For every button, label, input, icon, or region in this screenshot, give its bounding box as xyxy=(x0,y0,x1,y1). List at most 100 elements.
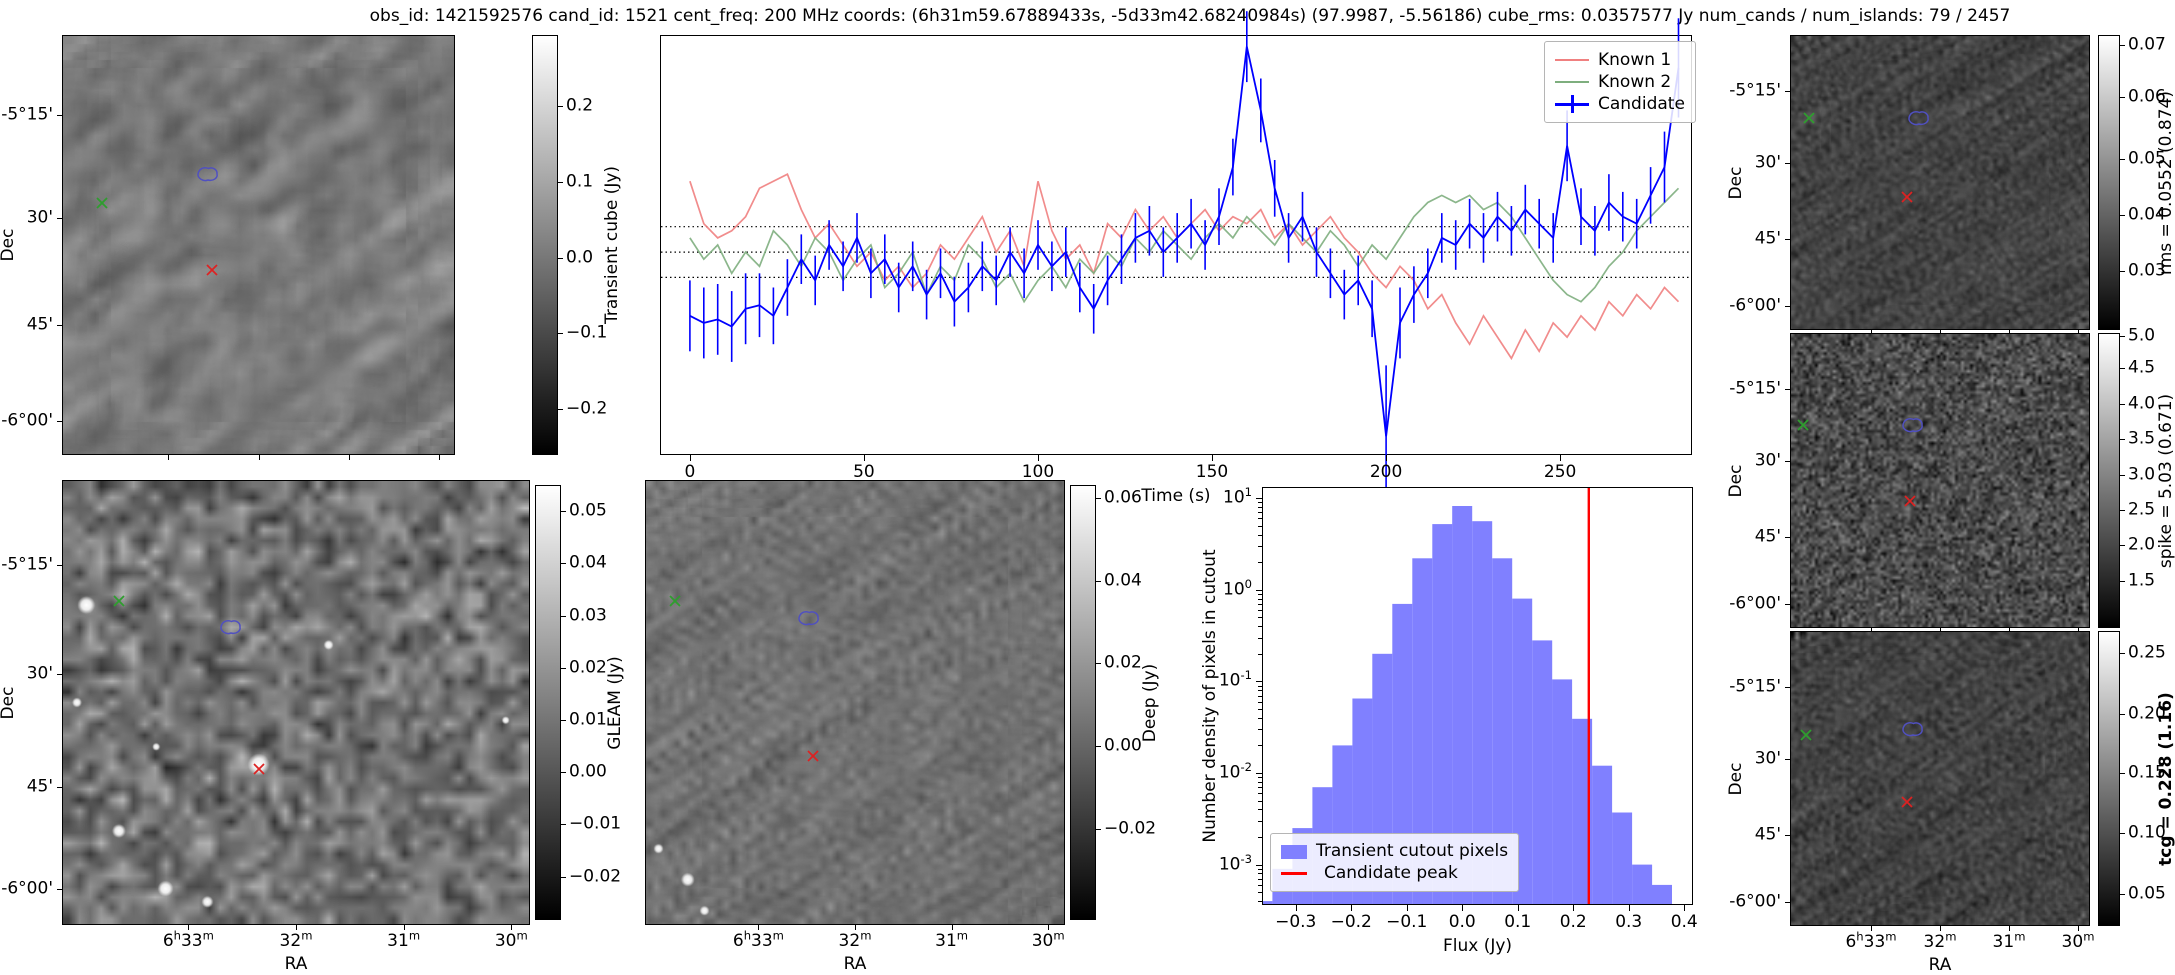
colorbar-tick-label: 1.5 xyxy=(2128,570,2156,591)
dec-tick-label: -5°15' xyxy=(1,554,53,575)
dec-tick-mark xyxy=(1785,759,1790,761)
colorbar-tick-mark xyxy=(2120,439,2125,441)
transient-colorbar-label: Transient cube (Jy) xyxy=(602,165,622,325)
ra-tick-mark xyxy=(1940,926,1941,931)
ra-axis-label: RA xyxy=(843,954,867,974)
colorbar-tick-label: 0.15 xyxy=(2128,762,2166,783)
red-x-marker xyxy=(205,264,218,276)
red-x-marker xyxy=(1904,495,1916,507)
dec-tick-mark xyxy=(1785,834,1790,836)
known2-line-sample xyxy=(1555,81,1589,83)
time-axis-label: Time (s) xyxy=(1141,486,1211,506)
dec-tick-label: 45' xyxy=(26,314,53,335)
colorbar-tick-mark xyxy=(2120,893,2125,895)
colorbar-tick-mark xyxy=(1096,828,1101,830)
density-minor-tick-mark xyxy=(1258,525,1262,527)
dec-tick-label: 30' xyxy=(1754,450,1781,471)
colorbar-tick-label: 0.02 xyxy=(1104,652,1142,673)
ra-tick-mark xyxy=(296,925,297,930)
dec-tick-label: -5°15' xyxy=(1,104,53,125)
dec-tick-label: -5°15' xyxy=(1729,676,1781,697)
density-minor-tick-mark xyxy=(1258,745,1262,747)
colorbar-tick-mark xyxy=(561,511,566,513)
ra-tick-label: 32m xyxy=(1923,929,1957,952)
colorbar-tick-label: 0.04 xyxy=(2128,204,2166,225)
gleam-cutout-panel xyxy=(62,480,530,925)
dec-tick-mark xyxy=(57,217,62,219)
colorbar-tick-mark xyxy=(2120,45,2125,47)
dec-tick-label: 30' xyxy=(26,663,53,684)
colorbar-tick-mark xyxy=(2120,653,2125,655)
density-minor-tick-mark xyxy=(1258,695,1262,697)
lightcurve-panel xyxy=(660,11,1692,508)
deep-cutout-panel xyxy=(645,480,1065,925)
ra-tick-mark xyxy=(2009,926,2010,931)
time-tick-mark xyxy=(1212,455,1214,461)
colorbar-tick-mark xyxy=(2120,474,2125,476)
colorbar-tick-mark xyxy=(561,667,566,669)
ra-tick-mark xyxy=(1871,330,1872,335)
ra-tick-mark xyxy=(2078,926,2079,931)
time-tick-mark xyxy=(1560,455,1562,461)
ra-tick-mark xyxy=(2009,330,2010,335)
hist-bar-sample xyxy=(1281,844,1307,859)
density-minor-tick-mark xyxy=(1258,820,1262,822)
colorbar-tick-label: 0.05 xyxy=(2128,148,2166,169)
ra-tick-mark xyxy=(168,455,170,460)
colorbar-tick-label: 0.25 xyxy=(2128,642,2166,663)
dec-axis-label: Dec xyxy=(1726,762,1746,795)
colorbar-tick-mark xyxy=(2120,271,2125,272)
dec-tick-label: 45' xyxy=(1754,824,1781,845)
density-tick-label: 10-1 xyxy=(1218,668,1252,691)
colorbar-tick-label: 0.07 xyxy=(2128,34,2166,55)
dec-axis-label: Dec xyxy=(0,686,18,719)
density-minor-tick-mark xyxy=(1258,878,1262,880)
time-tick-label: 250 xyxy=(1543,462,1577,482)
colorbar-tick-mark xyxy=(1096,580,1101,582)
rms-colorbar xyxy=(2098,35,2120,330)
candidate-contour-marker xyxy=(219,620,241,635)
density-minor-tick-mark xyxy=(1258,892,1262,894)
deep-cutout-image xyxy=(646,481,1064,924)
candidate-contour-marker xyxy=(798,611,819,626)
green-x-marker xyxy=(1797,419,1809,431)
lightcurve-plot xyxy=(661,11,1691,508)
transient-cutout-image xyxy=(63,36,454,454)
dec-tick-mark xyxy=(57,421,62,423)
colorbar-tick-mark xyxy=(2120,833,2125,835)
colorbar-tick-mark xyxy=(2120,772,2125,774)
density-minor-tick-mark xyxy=(1258,701,1262,703)
colorbar-tick-label: 4.0 xyxy=(2128,393,2156,414)
dec-tick-label: -6°00' xyxy=(1729,593,1781,614)
flux-tick-label: 0.4 xyxy=(1670,912,1698,932)
red-x-marker xyxy=(1901,191,1913,203)
colorbar-tick-label: 0.04 xyxy=(569,552,607,573)
density-minor-tick-mark xyxy=(1258,787,1262,789)
colorbar-tick-mark xyxy=(561,772,566,774)
gleam-colorbar xyxy=(535,485,561,920)
density-minor-tick-mark xyxy=(1258,610,1262,612)
flux-tick-mark xyxy=(1351,905,1353,911)
rms-colorbar-label: rms = 0.0552 (0.874) xyxy=(2156,90,2175,275)
time-tick-label: 50 xyxy=(853,462,875,482)
dec-tick-label: -5°15' xyxy=(1729,80,1781,101)
dec-tick-mark xyxy=(57,114,62,116)
gleam-cutout-image xyxy=(63,481,529,924)
colorbar-tick-label: 2.5 xyxy=(2128,499,2156,520)
deep-colorbar-label: Deep (Jy) xyxy=(1140,663,1160,742)
ra-tick-mark xyxy=(1048,925,1050,930)
ra-tick-label: 30m xyxy=(2061,929,2095,952)
colorbar-tick-label: 0.00 xyxy=(569,761,607,782)
dec-tick-label: -6°00' xyxy=(1,878,53,899)
time-tick-mark xyxy=(863,455,865,461)
density-minor-tick-mark xyxy=(1258,512,1262,514)
colorbar-tick-mark xyxy=(2120,158,2125,160)
density-tick-mark xyxy=(1256,864,1262,866)
density-minor-tick-mark xyxy=(1258,593,1262,595)
colorbar-tick-mark xyxy=(2120,368,2125,370)
dec-tick-label: 30' xyxy=(26,207,53,228)
density-minor-tick-mark xyxy=(1258,626,1262,628)
candidate-contour-marker xyxy=(1902,721,1924,736)
colorbar-tick-mark xyxy=(558,182,563,183)
colorbar-tick-label: 2.0 xyxy=(2128,534,2156,555)
